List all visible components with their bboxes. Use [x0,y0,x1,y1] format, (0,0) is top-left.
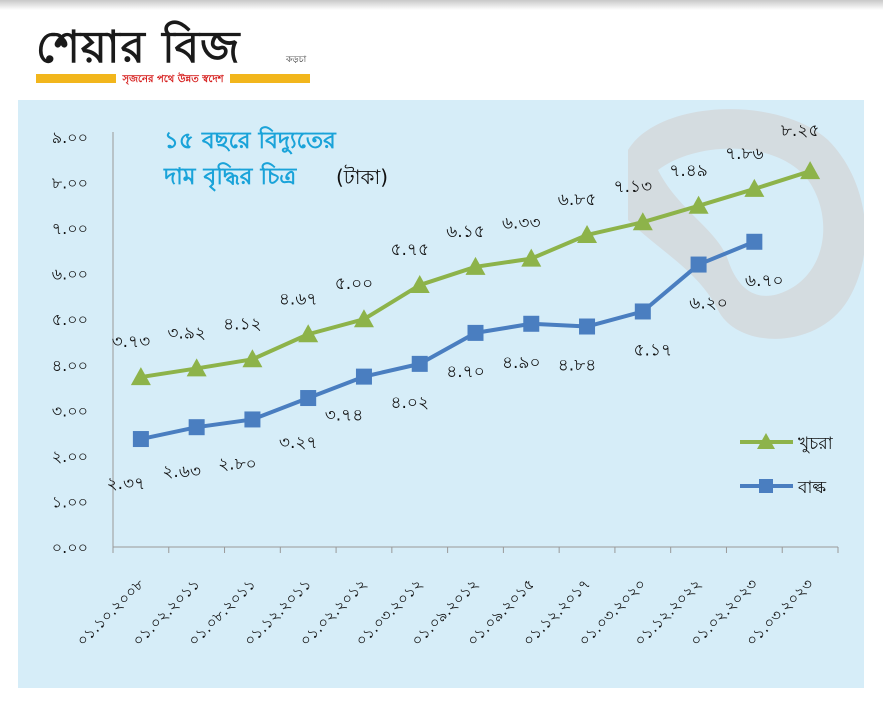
legend-label-bulk: বাল্ক [797,478,826,498]
axes [112,132,839,553]
data-point-bulk [467,324,484,341]
y-tick-label: ৮.০০ [52,174,88,193]
data-point-bulk [634,303,651,320]
legend: খুচরা বাল্ক [740,433,834,498]
data-label: ৭.১৩ [614,177,653,197]
chart-title-line1: ১৫ বছরে বিদ্যুতের [164,126,337,155]
y-tick-label: ০.০০ [52,538,88,557]
data-point-bulk [355,368,372,385]
data-label: ৬.২০ [689,294,728,314]
data-point-retail [353,309,374,328]
data-point-bulk [579,318,596,335]
logo-subtext: কড়চা [286,55,307,65]
x-tick-labels: ০১.১০.২০০৮০১.০২.২০১১০১.০৮.২০১১০১.১২.২০১১… [73,575,817,650]
legend-label-retail: খুচরা [798,434,834,454]
y-tick-label: ৩.০০ [52,401,88,420]
data-label: ৫.১৭ [634,340,673,360]
chart-title-unit: (টাকা) [336,165,388,189]
chart-title-line2: দাম বৃদ্ধির চিত্র [163,162,297,191]
data-point-bulk [746,233,763,250]
data-point-bulk [690,256,707,273]
tagline-text: সৃজনের পথে উন্নত স্বদেশ [116,74,230,85]
data-labels: ৩.৭৩ ৩.৯২ ৪.১২ ৪.৬৭ ৫.০০ ৫.৭৫ ৬.১৫ ৬.৩৩ ৬.৮৫ ৭.১৩… [107,121,820,494]
data-point-retail [800,161,821,180]
data-point-retail [242,349,263,368]
legend-marker-bulk [759,479,773,493]
data-point-bulk [188,419,205,436]
data-point-retail [632,212,653,231]
data-label: ৪.৬৭ [279,289,318,309]
chart-panel: ০.০০ ১.০০ ২.০০ ৩.০০ ৪.০০ ৫.০০ ৬.০০ ৭.০০ ৮.০০ ৯.০০… [18,100,864,688]
line-chart: ০.০০ ১.০০ ২.০০ ৩.০০ ৪.০০ ৫.০০ ৬.০০ ৭.০০ ৮.০০ ৯.০০… [52,109,864,650]
data-label: ৪.১২ [223,314,262,334]
data-label: ২.৩৭ [107,474,146,494]
data-label: ২.৮০ [218,454,257,474]
data-label: ৪.০২ [390,393,429,413]
background-bulb-shape-inner [658,148,824,296]
y-tick-labels: ০.০০ ১.০০ ২.০০ ৩.০০ ৪.০০ ৫.০০ ৬.০০ ৭.০০ ৮.০০ ৯.০০ [52,128,88,557]
data-label: ৫.০০ [335,274,374,294]
data-label: ৪.৮৪ [558,356,597,376]
data-point-retail [521,248,542,267]
data-point-retail [409,275,430,294]
data-label: ৬.৭০ [745,271,784,291]
data-point-retail [465,256,486,275]
data-point-retail [130,367,151,386]
data-label: ৬.৩৩ [502,214,541,234]
y-tick-label: ৫.০০ [52,310,88,329]
legend-marker-retail [757,433,775,449]
y-tick-label: ৪.০০ [52,356,88,375]
data-point-bulk [411,355,428,372]
data-point-retail [298,324,319,343]
y-tick-label: ১.০০ [52,492,88,511]
data-label: ৪.৭০ [446,362,485,382]
data-label: ৫.৭৫ [390,240,429,260]
data-label: ৩.৯২ [167,323,206,343]
data-point-retail [688,195,709,214]
series-line-1 [140,239,756,441]
y-tick-label: ২.০০ [52,447,88,466]
data-point-retail [186,358,207,377]
masthead: শেয়ার বিজ কড়চা সৃজনের পথে উন্নত স্বদেশ [36,14,316,94]
top-shadow-line [0,0,883,10]
data-label: ৩.৭৩ [112,332,151,352]
data-label: ৩.৭৪ [325,406,364,426]
y-tick-label: ৬.০০ [52,265,88,284]
series-markers [130,161,821,448]
data-label: ৭.৮৬ [725,144,764,164]
data-point-retail [744,178,765,197]
data-label: ৬.১৫ [446,222,485,242]
data-label: ৭.৪৯ [669,161,708,181]
y-tick-label: ৭.০০ [52,219,88,238]
tagline: সৃজনের পথে উন্নত স্বদেশ [36,72,310,89]
data-label: ৪.৯০ [502,353,541,373]
data-label: ২.৬৩ [162,462,201,482]
newspaper-logo: শেয়ার বিজ [36,22,241,73]
data-label: ৬.৮৫ [558,190,597,210]
data-point-bulk [132,431,149,448]
data-label: ৩.২৭ [279,433,318,453]
data-point-retail [577,224,598,243]
data-point-bulk [523,315,540,332]
data-label: ৮.২৫ [781,121,820,141]
y-tick-label: ৯.০০ [52,128,88,147]
data-point-bulk [300,390,317,407]
data-point-bulk [244,411,261,428]
